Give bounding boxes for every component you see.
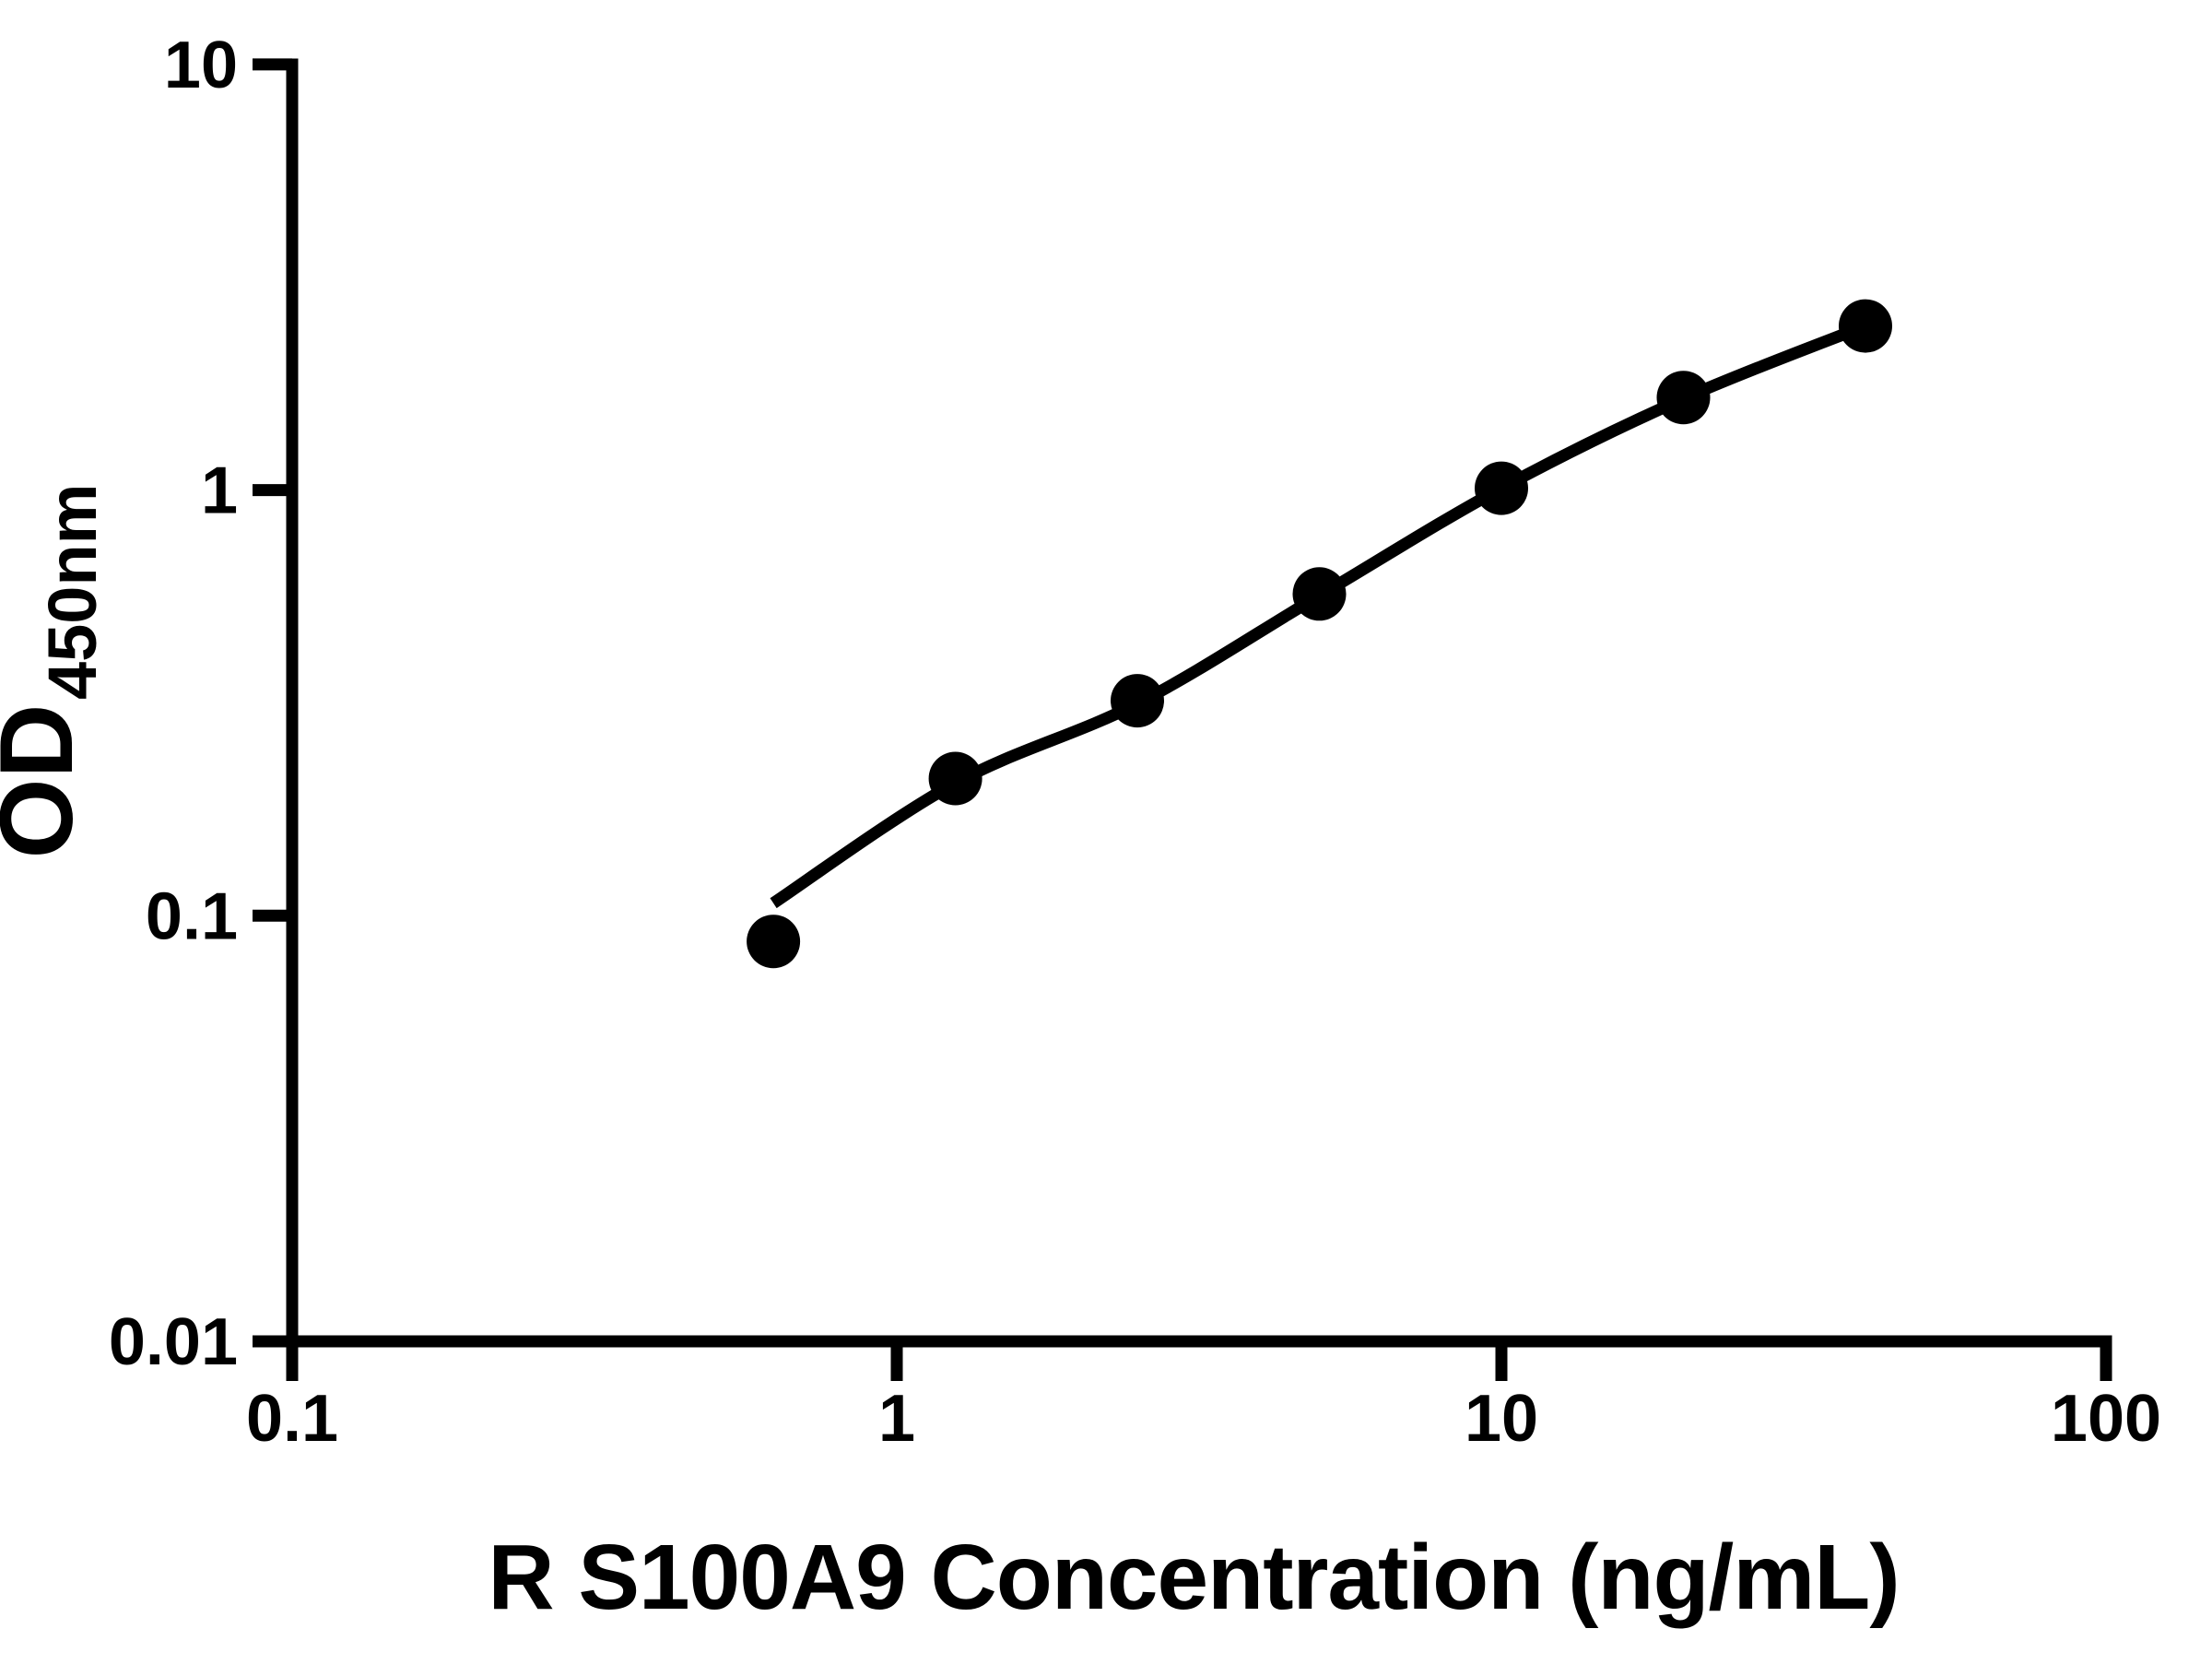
y-axis-tick-labels: 0.01 0.1 1 10 (109, 29, 238, 1379)
y-tick-label: 10 (164, 29, 238, 102)
x-tick-label: 10 (1465, 1382, 1538, 1456)
x-axis-title: R S100A9 Concentration (ng/mL) (488, 1526, 1899, 1629)
y-axis-title-main: OD (0, 703, 94, 858)
y-axis-title-subscript: 450nm (34, 484, 111, 700)
x-tick-label: 1 (878, 1382, 915, 1456)
data-point (1475, 461, 1528, 515)
x-axis-tick-labels: 0.1 1 10 100 (246, 1382, 2161, 1456)
x-tick-label: 100 (2051, 1382, 2161, 1456)
y-tick-label: 0.1 (146, 879, 238, 953)
data-point (1839, 299, 1892, 353)
x-tick-label: 0.1 (246, 1382, 338, 1456)
y-tick-label: 0.01 (109, 1305, 238, 1379)
data-point (928, 751, 982, 806)
data-point (1656, 371, 1711, 425)
data-point (747, 915, 801, 969)
axes (286, 58, 2112, 1348)
data-point (1292, 567, 1347, 621)
x-axis-ticks (286, 1341, 2112, 1381)
data-point (1111, 674, 1164, 728)
data-points (747, 299, 1892, 969)
y-axis-ticks (253, 58, 292, 1348)
y-axis-title: OD 450nm (0, 484, 111, 859)
y-tick-label: 1 (201, 454, 238, 528)
